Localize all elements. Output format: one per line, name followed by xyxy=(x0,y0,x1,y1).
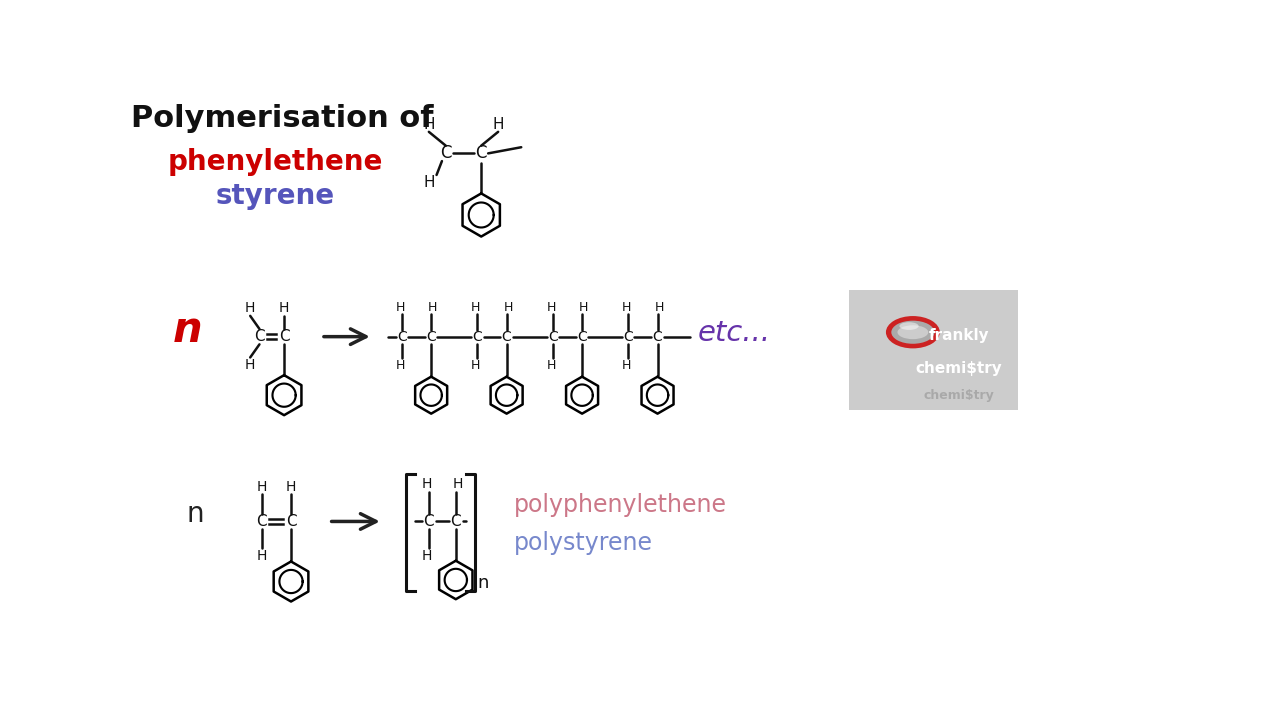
Ellipse shape xyxy=(891,320,934,343)
Text: H: H xyxy=(428,301,438,314)
Text: chemi$try: chemi$try xyxy=(915,361,1002,376)
Text: H: H xyxy=(503,301,513,314)
Text: H: H xyxy=(422,477,433,492)
Text: polystyrene: polystyrene xyxy=(513,531,653,555)
Text: H: H xyxy=(244,301,256,315)
Text: phenylethene: phenylethene xyxy=(168,148,383,176)
Text: polyphenylethene: polyphenylethene xyxy=(513,492,727,516)
Text: H: H xyxy=(396,301,404,314)
Text: chemi$try: chemi$try xyxy=(923,389,995,402)
Text: C: C xyxy=(548,330,558,343)
Text: C: C xyxy=(255,329,265,344)
Text: n: n xyxy=(477,574,489,592)
Text: frankly: frankly xyxy=(928,328,989,343)
Text: H: H xyxy=(256,549,268,563)
Text: H: H xyxy=(396,359,404,372)
Ellipse shape xyxy=(886,316,940,348)
Text: H: H xyxy=(256,480,268,494)
Text: H: H xyxy=(279,301,289,315)
Text: n: n xyxy=(187,500,205,528)
FancyBboxPatch shape xyxy=(849,290,1018,410)
Text: H: H xyxy=(285,480,296,494)
Text: H: H xyxy=(579,301,589,314)
Text: C: C xyxy=(424,514,434,529)
Text: H: H xyxy=(422,549,433,563)
Text: H: H xyxy=(654,301,664,314)
Text: C: C xyxy=(653,330,663,343)
Text: C: C xyxy=(279,329,289,344)
Text: C: C xyxy=(256,514,268,529)
Text: H: H xyxy=(452,477,462,492)
Text: H: H xyxy=(547,359,556,372)
Text: C: C xyxy=(577,330,588,343)
Text: H: H xyxy=(493,117,504,132)
Text: C: C xyxy=(502,330,512,343)
Ellipse shape xyxy=(897,325,928,339)
Text: H: H xyxy=(622,301,631,314)
Text: styrene: styrene xyxy=(215,181,334,210)
Text: H: H xyxy=(622,359,631,372)
Text: C: C xyxy=(285,514,297,529)
Text: H: H xyxy=(424,117,435,132)
Text: C: C xyxy=(397,330,407,343)
Ellipse shape xyxy=(900,323,919,330)
Text: n: n xyxy=(173,310,202,351)
Text: H: H xyxy=(471,301,480,314)
Text: C: C xyxy=(440,145,452,163)
Text: C: C xyxy=(472,330,483,343)
Text: H: H xyxy=(424,175,435,190)
Text: C: C xyxy=(623,330,634,343)
Text: C: C xyxy=(426,330,436,343)
Text: H: H xyxy=(471,359,480,372)
Text: Polymerisation of: Polymerisation of xyxy=(132,104,434,133)
Text: etc...: etc... xyxy=(698,319,771,347)
Text: C: C xyxy=(451,514,461,529)
Text: C: C xyxy=(475,145,486,163)
Text: H: H xyxy=(244,358,256,372)
Text: H: H xyxy=(547,301,556,314)
